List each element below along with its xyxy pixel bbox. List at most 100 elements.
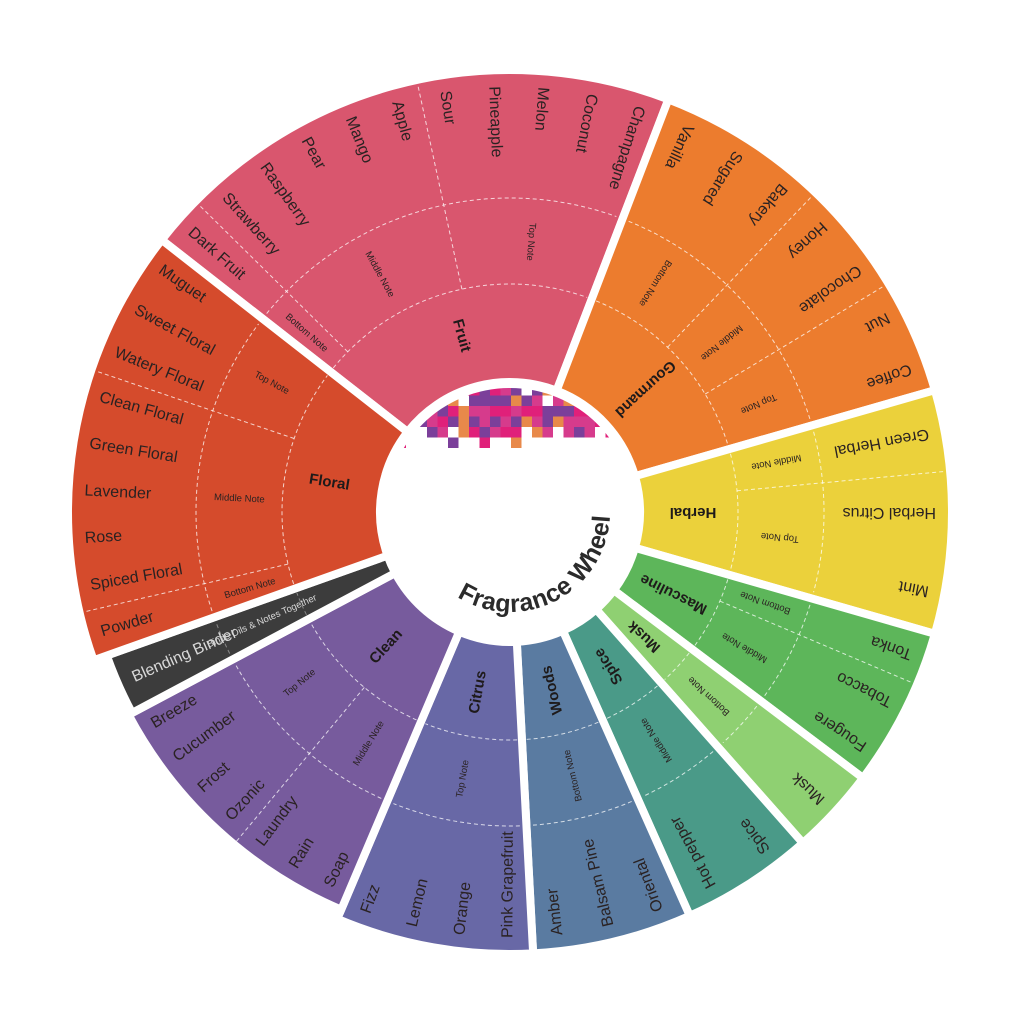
ring-divider: [526, 721, 599, 740]
ring-divider: [606, 685, 658, 719]
logo-pixel: [521, 406, 532, 417]
logo-pixel: [532, 427, 543, 438]
ring-divider: [628, 220, 811, 420]
fragrance-item: Orange: [451, 881, 474, 936]
logo-pixel: [469, 395, 480, 406]
logo-pixel: [511, 388, 522, 396]
logo-pixel: [479, 406, 490, 417]
logo-pixel: [521, 395, 532, 406]
logo-pixel: [553, 395, 564, 406]
fragrance-item: Sour: [436, 90, 458, 127]
logo-pixel: [469, 406, 480, 417]
logo-pixel: [458, 416, 469, 427]
note-divider: [719, 600, 914, 684]
center-hole: [380, 382, 640, 642]
ring-divider: [195, 323, 259, 612]
logo-pixel: [427, 416, 438, 427]
ring-divider: [215, 623, 231, 654]
logo-pixel: [511, 427, 522, 438]
logo-pixel: [490, 406, 501, 417]
ring-divider: [296, 592, 307, 616]
note-divider: [667, 195, 814, 348]
logo-pixel: [479, 416, 490, 427]
ring-divider: [266, 197, 617, 314]
logo-pixel: [458, 406, 469, 417]
logo-pixel: [479, 395, 490, 406]
ring-divider: [393, 803, 520, 827]
category-label: Floral: [308, 471, 351, 494]
ring-divider: [332, 283, 588, 369]
logo-pixel: [427, 427, 438, 438]
ring-divider: [764, 604, 811, 696]
logo-pixel: [500, 388, 511, 396]
logo-pixel: [574, 416, 585, 427]
fragrance-item: Pineapple: [485, 86, 505, 158]
ring-divider: [595, 300, 729, 445]
ring-divider: [532, 801, 632, 826]
logo-pixel: [500, 427, 511, 438]
logo-pixel: [584, 427, 595, 438]
note-divider: [736, 470, 947, 492]
ring-divider: [664, 652, 690, 680]
logo-pixel: [574, 406, 585, 417]
ring-divider: [643, 751, 714, 797]
logo-pixel: [458, 427, 469, 438]
logo-pixel: [437, 416, 448, 427]
fragrance-item: Mint: [897, 577, 930, 599]
logo-pixel: [490, 416, 501, 427]
logo-pixel: [500, 406, 511, 417]
ring-divider: [694, 579, 729, 646]
fragrance-item: Lavender: [84, 482, 152, 502]
logo-pixel: [490, 395, 501, 406]
logo-pixel: [437, 427, 448, 438]
fragrance-item: Pink Grapefruit: [499, 831, 516, 938]
logo-pixel: [479, 427, 490, 438]
fragrance-item: Rose: [84, 528, 122, 547]
logo-pixel: [500, 395, 511, 406]
logo-pixel: [553, 416, 564, 427]
note-label: Middle Note: [214, 492, 265, 505]
logo-pixel: [521, 416, 532, 427]
fragrance-item: Melon: [531, 87, 551, 132]
ring-divider: [310, 622, 417, 721]
logo-pixel: [511, 406, 522, 417]
logo-pixel: [563, 427, 574, 438]
note-divider: [83, 563, 289, 613]
logo-pixel: [511, 395, 522, 406]
ring-divider: [813, 431, 825, 593]
logo-pixel: [490, 388, 501, 396]
logo-pixel: [479, 437, 490, 448]
ring-divider: [235, 664, 382, 799]
ring-divider: [722, 705, 758, 744]
fragrance-item: Amber: [544, 887, 566, 936]
note-label: Top Note: [524, 222, 538, 261]
fragrance-item: Herbal Citrus: [843, 504, 936, 521]
note-divider: [197, 203, 349, 353]
logo-pixel: [500, 416, 511, 427]
logo-pixel: [574, 427, 585, 438]
note-divider: [236, 687, 365, 842]
note-label: Top Note: [760, 530, 799, 544]
note-divider: [95, 370, 295, 439]
logo-pixel: [448, 437, 459, 448]
ring-divider: [729, 453, 739, 571]
logo-pixel: [553, 406, 564, 417]
note-divider: [704, 285, 886, 395]
logo-pixel: [469, 416, 480, 427]
logo-pixel: [448, 416, 459, 427]
logo-pixel: [542, 416, 553, 427]
logo-pixel: [469, 427, 480, 438]
logo-pixel: [563, 406, 574, 417]
logo-pixel: [511, 437, 522, 448]
logo-pixel: [532, 406, 543, 417]
logo-pixel: [479, 388, 490, 396]
logo-pixel: [563, 416, 574, 427]
logo-pixel: [542, 406, 553, 417]
logo-pixel: [511, 416, 522, 427]
logo-pixel: [437, 406, 448, 417]
